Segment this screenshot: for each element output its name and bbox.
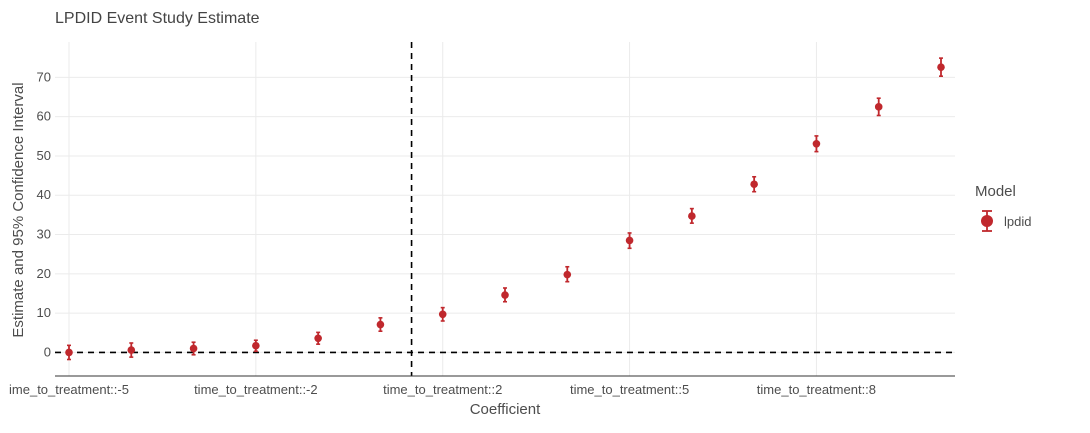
legend: Model lpdid: [975, 183, 1031, 232]
y-tick-label: 30: [37, 227, 51, 242]
legend-marker-lpdid: [981, 210, 993, 232]
reference-lines: [55, 42, 955, 376]
point-estimate: [252, 341, 260, 350]
x-tick-label: ime_to_treatment::-5: [9, 382, 129, 397]
data-point: [127, 342, 136, 358]
data-point: [65, 344, 73, 361]
data-point: [252, 339, 260, 353]
x-tick-label: time_to_treatment::5: [570, 382, 689, 397]
data-point: [937, 57, 945, 77]
point-estimate: [189, 344, 198, 353]
data-series-lpdid: [65, 57, 945, 361]
y-tick-label: 60: [37, 109, 51, 124]
x-tick-label: time_to_treatment::-2: [194, 382, 318, 397]
point-estimate: [438, 310, 447, 319]
data-point: [376, 317, 385, 333]
data-point: [314, 331, 322, 345]
data-point: [625, 232, 634, 250]
y-axis-ticks: 0 10 20 30 40 50 60 70: [37, 69, 51, 359]
y-tick-label: 70: [37, 69, 51, 84]
point-estimate: [937, 63, 945, 71]
x-axis-label: Coefficient: [470, 401, 541, 418]
y-tick-label: 50: [37, 148, 51, 163]
data-point: [750, 175, 758, 193]
y-tick-label: 10: [37, 305, 51, 320]
legend-label-lpdid: lpdid: [1004, 214, 1031, 229]
point-estimate: [688, 212, 696, 220]
point-estimate: [563, 270, 572, 279]
point-estimate: [127, 346, 136, 354]
x-tick-label: time_to_treatment::8: [757, 382, 876, 397]
data-point: [563, 265, 572, 283]
grid-lines: [55, 42, 955, 376]
data-point: [812, 135, 821, 153]
point-estimate: [501, 291, 509, 299]
point-estimate: [65, 348, 73, 357]
point-estimate: [314, 334, 322, 343]
point-estimate: [812, 139, 821, 148]
x-tick-label: time_to_treatment::2: [383, 382, 502, 397]
data-point: [874, 97, 883, 117]
point-estimate: [625, 236, 634, 245]
data-point: [501, 287, 509, 303]
x-axis-ticks: ime_to_treatment::-5 time_to_treatment::-…: [9, 382, 876, 397]
point-estimate: [750, 180, 758, 189]
y-tick-label: 40: [37, 187, 51, 202]
data-point: [189, 341, 198, 356]
legend-point: [981, 215, 993, 227]
y-axis-label: Estimate and 95% Confidence Interval: [10, 82, 27, 337]
chart-title: LPDID Event Study Estimate: [55, 10, 260, 27]
y-tick-label: 20: [37, 266, 51, 281]
point-estimate: [874, 103, 883, 111]
y-tick-label: 0: [44, 344, 51, 359]
point-estimate: [376, 320, 385, 329]
data-point: [438, 306, 447, 322]
legend-title: Model: [975, 183, 1016, 200]
data-point: [688, 207, 696, 224]
